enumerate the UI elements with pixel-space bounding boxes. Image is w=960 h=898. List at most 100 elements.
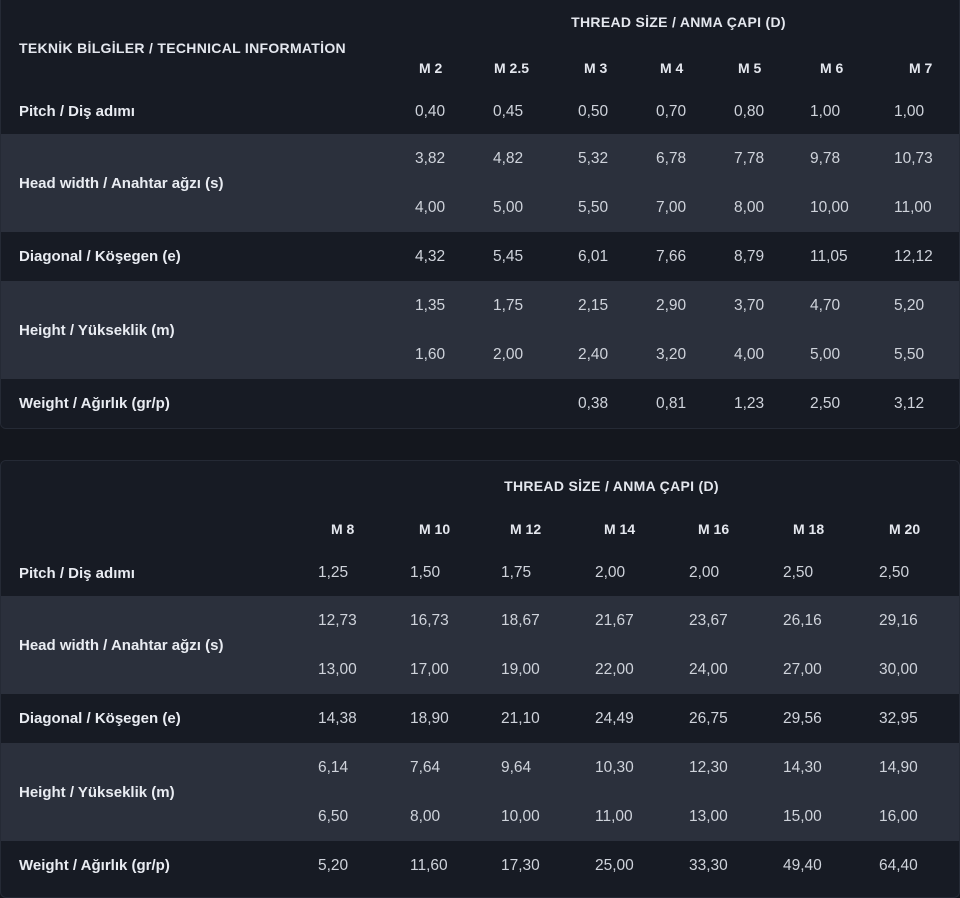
height-min-cell: 4,70 <box>785 281 868 330</box>
row-label-head-width: Head width / Anahtar ağzı (s) <box>1 134 398 232</box>
diagonal-cell: 18,90 <box>398 694 489 743</box>
size-header: M 20 <box>867 507 959 550</box>
weight-cell <box>467 379 552 428</box>
height-max-cell: 2,00 <box>467 330 552 379</box>
diagonal-cell: 5,45 <box>467 232 552 281</box>
height-max-cell: 1,60 <box>398 330 467 379</box>
size-header: M 7 <box>868 46 959 89</box>
technical-table-2: THREAD SİZE / ANMA ÇAPI (D) M 8 M 10 M 1… <box>1 461 959 890</box>
size-header: M 18 <box>771 507 867 550</box>
diagonal-cell: 8,79 <box>708 232 785 281</box>
table-row-pitch: Pitch / Diş adımı 1,25 1,50 1,75 2,00 2,… <box>1 550 959 596</box>
head-width-min-cell: 18,67 <box>489 596 583 645</box>
head-width-min-cell: 10,73 <box>868 134 959 183</box>
head-width-max-cell: 5,50 <box>552 183 631 232</box>
technical-table-1: TEKNİK BİLGİLER / TECHNICAL INFORMATİON … <box>1 0 959 428</box>
table-row-head-width-max: 13,00 17,00 19,00 22,00 24,00 27,00 30,0… <box>1 645 959 694</box>
height-min-cell: 9,64 <box>489 743 583 792</box>
height-min-cell: 3,70 <box>708 281 785 330</box>
height-max-cell: 11,00 <box>583 792 677 841</box>
diagonal-cell: 24,49 <box>583 694 677 743</box>
pitch-cell: 2,00 <box>677 550 771 596</box>
size-header: M 2.5 <box>467 46 552 89</box>
height-min-cell: 10,30 <box>583 743 677 792</box>
head-width-min-cell: 21,67 <box>583 596 677 645</box>
weight-cell: 3,12 <box>868 379 959 428</box>
size-header: M 12 <box>489 507 583 550</box>
pitch-cell: 2,50 <box>867 550 959 596</box>
diagonal-cell: 29,56 <box>771 694 867 743</box>
table-row-head-width: Head width / Anahtar ağzı (s) 3,82 4,82 … <box>1 134 959 232</box>
diagonal-cell: 11,05 <box>785 232 868 281</box>
size-header: M 4 <box>631 46 708 89</box>
head-width-max-cell: 7,00 <box>631 183 708 232</box>
pitch-cell: 1,75 <box>489 550 583 596</box>
table-row-diagonal: Diagonal / Köşegen (e) 4,32 5,45 6,01 7,… <box>1 232 959 281</box>
table-row-head-width-max: 4,00 5,00 5,50 7,00 8,00 10,00 11,00 <box>1 183 959 232</box>
row-label-pitch: Pitch / Diş adımı <box>1 550 304 596</box>
thread-size-title: THREAD SİZE / ANMA ÇAPI (D) <box>398 0 959 46</box>
head-width-min-cell: 26,16 <box>771 596 867 645</box>
row-label-head-width: Head width / Anahtar ağzı (s) <box>1 596 304 694</box>
diagonal-cell: 6,01 <box>552 232 631 281</box>
height-min-cell: 1,75 <box>467 281 552 330</box>
weight-cell <box>398 379 467 428</box>
pitch-cell: 0,40 <box>398 89 467 134</box>
table-row-height-max: 1,60 2,00 2,40 3,20 4,00 5,00 5,50 <box>1 330 959 379</box>
height-max-cell: 5,50 <box>868 330 959 379</box>
size-header: M 2 <box>398 46 467 89</box>
technical-table-panel-1: TEKNİK BİLGİLER / TECHNICAL INFORMATİON … <box>0 0 960 429</box>
height-max-cell: 16,00 <box>867 792 959 841</box>
table-row-weight: Weight / Ağırlık (gr/p) 0,38 0,81 1,23 2… <box>1 379 959 428</box>
head-width-max-cell: 24,00 <box>677 645 771 694</box>
height-min-cell: 12,30 <box>677 743 771 792</box>
height-max-cell: 3,20 <box>631 330 708 379</box>
height-min-cell: 14,30 <box>771 743 867 792</box>
diagonal-cell: 21,10 <box>489 694 583 743</box>
diagonal-cell: 12,12 <box>868 232 959 281</box>
row-label-weight: Weight / Ağırlık (gr/p) <box>1 841 304 890</box>
row-label-weight: Weight / Ağırlık (gr/p) <box>1 379 398 428</box>
height-min-cell: 14,90 <box>867 743 959 792</box>
pitch-cell: 1,00 <box>868 89 959 134</box>
head-width-max-cell: 13,00 <box>304 645 398 694</box>
pitch-cell: 0,70 <box>631 89 708 134</box>
height-max-cell: 13,00 <box>677 792 771 841</box>
head-width-min-cell: 4,82 <box>467 134 552 183</box>
pitch-cell: 0,50 <box>552 89 631 134</box>
size-header: M 3 <box>552 46 631 89</box>
weight-cell: 33,30 <box>677 841 771 890</box>
weight-cell: 25,00 <box>583 841 677 890</box>
weight-cell: 5,20 <box>304 841 398 890</box>
head-width-min-cell: 3,82 <box>398 134 467 183</box>
height-min-cell: 6,14 <box>304 743 398 792</box>
pitch-cell: 1,00 <box>785 89 868 134</box>
pitch-cell: 1,50 <box>398 550 489 596</box>
table-row-head-width: Head width / Anahtar ağzı (s) 12,73 16,7… <box>1 596 959 694</box>
size-header: M 10 <box>398 507 489 550</box>
size-header: M 6 <box>785 46 868 89</box>
weight-cell: 49,40 <box>771 841 867 890</box>
head-width-max-cell: 30,00 <box>867 645 959 694</box>
table-row-height: Height / Yükseklik (m) 1,35 1,75 2,15 2,… <box>1 281 959 379</box>
pitch-cell: 0,45 <box>467 89 552 134</box>
height-max-cell: 15,00 <box>771 792 867 841</box>
head-width-min-cell: 29,16 <box>867 596 959 645</box>
table-row-diagonal: Diagonal / Köşegen (e) 14,38 18,90 21,10… <box>1 694 959 743</box>
head-width-min-cell: 7,78 <box>708 134 785 183</box>
row-label-diagonal: Diagonal / Köşegen (e) <box>1 232 398 281</box>
table-row-height-max: 6,50 8,00 10,00 11,00 13,00 15,00 16,00 <box>1 792 959 841</box>
head-width-min-cell: 9,78 <box>785 134 868 183</box>
head-width-min-cell: 16,73 <box>398 596 489 645</box>
height-max-cell: 6,50 <box>304 792 398 841</box>
technical-info-title: TEKNİK BİLGİLER / TECHNICAL INFORMATİON <box>1 0 398 89</box>
weight-cell: 1,23 <box>708 379 785 428</box>
head-width-max-cell: 17,00 <box>398 645 489 694</box>
height-min-cell: 2,90 <box>631 281 708 330</box>
head-width-max-cell: 11,00 <box>868 183 959 232</box>
size-header: M 16 <box>677 507 771 550</box>
diagonal-cell: 7,66 <box>631 232 708 281</box>
header-spacer <box>1 507 304 550</box>
row-label-pitch: Pitch / Diş adımı <box>1 89 398 134</box>
diagonal-cell: 32,95 <box>867 694 959 743</box>
